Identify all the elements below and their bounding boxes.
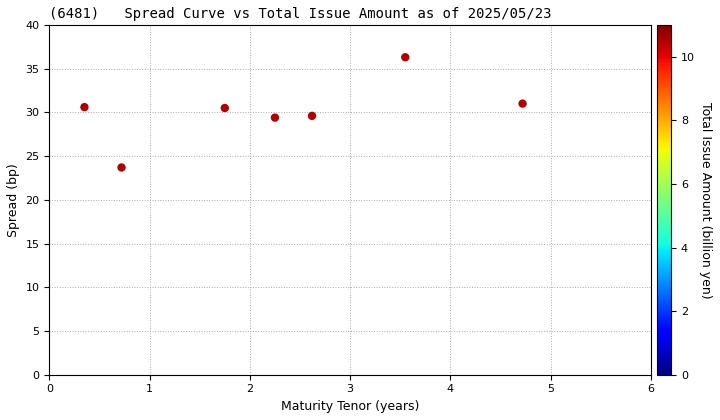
Point (269, 114, 281, 121)
Y-axis label: Total Issue Amount (billion yen): Total Issue Amount (billion yen) (698, 102, 711, 298)
Point (78, 104, 90, 110)
Point (219, 105, 230, 111)
Point (400, 54, 411, 60)
Y-axis label: Spread (bp): Spread (bp) (7, 163, 20, 237)
Point (306, 113, 318, 119)
Point (116, 164, 127, 171)
Point (517, 100, 528, 107)
Text: (6481)   Spread Curve vs Total Issue Amount as of 2025/05/23: (6481) Spread Curve vs Total Issue Amoun… (50, 7, 552, 21)
X-axis label: Maturity Tenor (years): Maturity Tenor (years) (281, 400, 419, 413)
